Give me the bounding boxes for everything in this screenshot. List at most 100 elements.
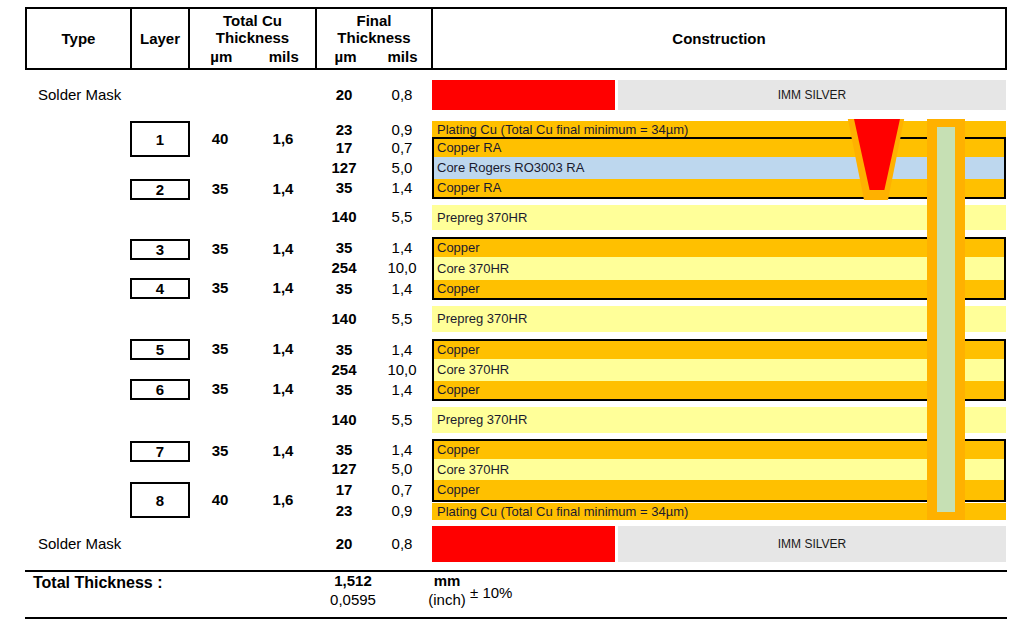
layer-box-3: 3	[130, 239, 190, 260]
final-mils-r14: 1,4	[373, 441, 431, 459]
final-um-r18: 20	[315, 535, 373, 553]
final-um-r16: 17	[315, 481, 373, 499]
final-um-r10: 35	[315, 341, 373, 359]
total-thickness-inch: 0,0595	[295, 591, 411, 609]
layer-box-7: 7	[130, 441, 190, 462]
final-mils-r8: 1,4	[373, 280, 431, 298]
final-um-r1: 23	[315, 121, 373, 139]
header-total-cu-line1: Total Cu	[190, 12, 315, 29]
layer-box-2: 2	[130, 179, 190, 200]
total-cu-mils-l2: 1,4	[252, 180, 314, 198]
header-cell-layer: Layer	[130, 7, 190, 70]
final-um-r17: 23	[315, 502, 373, 520]
total-thickness-label: Total Thickness :	[33, 574, 163, 592]
total-cu-mils-l5: 1,4	[252, 340, 314, 358]
final-mils-r1: 0,9	[373, 121, 431, 139]
final-mils-r3: 5,0	[373, 159, 431, 177]
header-cell-total-cu: Total Cu Thickness µm mils	[188, 7, 317, 70]
core-block-border-3	[432, 339, 1006, 401]
header-cell-type: Type	[25, 7, 132, 70]
header-total-cu-line2: Thickness	[190, 29, 315, 46]
final-mils-r15: 5,0	[373, 460, 431, 478]
pcb-stackup-sheet: Type Layer Total Cu Thickness µm mils Fi…	[0, 0, 1009, 626]
total-cu-um-l7: 35	[188, 442, 252, 460]
type-label-solder-mask-bottom: Solder Mask	[38, 535, 121, 553]
header-final-line2: Thickness	[317, 29, 431, 46]
header-type-label: Type	[27, 30, 130, 47]
total-cu-mils-l7: 1,4	[252, 442, 314, 460]
core-block-border-2	[432, 237, 1006, 300]
core-block-border-1	[432, 137, 1006, 199]
bottom-border-line	[25, 617, 1007, 619]
final-mils-r10: 1,4	[373, 341, 431, 359]
final-mils-r13: 5,5	[373, 411, 431, 429]
total-cu-um-l8: 40	[188, 491, 252, 509]
final-um-r2: 17	[315, 139, 373, 157]
layer-box-4: 4	[130, 278, 190, 299]
through-via-fill	[937, 127, 955, 512]
header-construction-label: Construction	[433, 30, 1005, 47]
final-mils-r5: 5,5	[373, 208, 431, 226]
final-mils-r18: 0,8	[373, 535, 431, 553]
total-cu-mils-l4: 1,4	[252, 279, 314, 297]
total-thickness-mm: 1,512	[295, 572, 411, 590]
final-um-r4: 35	[315, 179, 373, 197]
total-cu-um-l1: 40	[188, 130, 252, 148]
band-prepreg-2: Prepreg 370HR	[432, 306, 1006, 332]
final-mils-r11: 10,0	[373, 361, 431, 379]
band-prepreg-3: Prepreg 370HR	[432, 407, 1006, 433]
header-layer-label: Layer	[132, 30, 188, 47]
layer-box-8: 8	[130, 482, 190, 518]
solder-mask-bottom-band: IMM SILVER	[432, 526, 1006, 562]
final-um-r7: 254	[315, 259, 373, 277]
total-cu-um-l2: 35	[188, 180, 252, 198]
header-total-cu-mils: mils	[253, 48, 316, 65]
header-cell-final: Final Thickness µm mils	[315, 7, 433, 70]
final-um-r11: 254	[315, 361, 373, 379]
imm-silver-bar: IMM SILVER	[618, 526, 1006, 562]
final-um-r12: 35	[315, 381, 373, 399]
final-um-r0: 20	[315, 86, 373, 104]
total-cu-mils-l1: 1,6	[252, 130, 314, 148]
layer-box-1: 1	[130, 121, 190, 157]
total-cu-um-l3: 35	[188, 240, 252, 258]
tolerance-label: ± 10%	[470, 584, 530, 601]
final-um-r5: 140	[315, 208, 373, 226]
unit-mm-label: mm	[425, 572, 469, 590]
final-um-r3: 127	[315, 159, 373, 177]
total-cu-um-l4: 35	[188, 279, 252, 297]
solder-mask-top-band: IMM SILVER	[432, 80, 1006, 110]
header-final-line1: Final	[317, 12, 431, 29]
final-mils-r0: 0,8	[373, 86, 431, 104]
final-mils-r12: 1,4	[373, 381, 431, 399]
type-label-solder-mask-top: Solder Mask	[38, 86, 121, 104]
final-mils-r4: 1,4	[373, 179, 431, 197]
final-mils-r17: 0,9	[373, 502, 431, 520]
core-block-border-4	[432, 439, 1006, 502]
final-um-r15: 127	[315, 460, 373, 478]
solder-mask-red-bar	[432, 80, 615, 110]
final-mils-r9: 5,5	[373, 310, 431, 328]
final-mils-r16: 0,7	[373, 481, 431, 499]
total-cu-mils-l6: 1,4	[252, 380, 314, 398]
imm-silver-bar: IMM SILVER	[618, 80, 1006, 110]
final-um-r8: 35	[315, 280, 373, 298]
total-cu-um-l6: 35	[188, 380, 252, 398]
band-plating-cu-bottom: Plating Cu (Total Cu final minimum = 34µ…	[432, 503, 1006, 520]
final-um-r9: 140	[315, 310, 373, 328]
header-final-um: µm	[317, 48, 374, 65]
header-final-mils: mils	[374, 48, 431, 65]
solder-mask-red-bar	[432, 526, 615, 562]
final-mils-r2: 0,7	[373, 139, 431, 157]
band-prepreg-1: Prepreg 370HR	[432, 205, 1006, 230]
layer-box-6: 6	[130, 379, 190, 400]
final-mils-r6: 1,4	[373, 239, 431, 257]
final-um-r14: 35	[315, 441, 373, 459]
final-um-r6: 35	[315, 239, 373, 257]
layer-box-5: 5	[130, 339, 190, 360]
total-cu-mils-l3: 1,4	[252, 240, 314, 258]
final-um-r13: 140	[315, 411, 373, 429]
total-cu-mils-l8: 1,6	[252, 491, 314, 509]
totals-separator-line	[25, 570, 1007, 572]
total-cu-um-l5: 35	[188, 340, 252, 358]
